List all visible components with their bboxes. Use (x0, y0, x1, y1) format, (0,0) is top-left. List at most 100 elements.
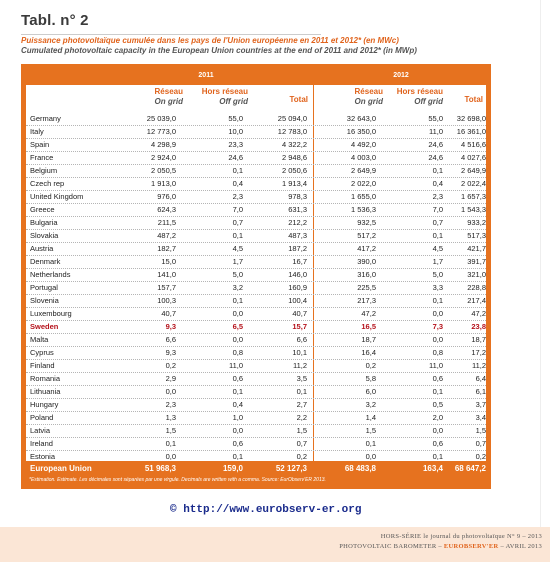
on-grid-2012-value: 517,2 (357, 231, 376, 240)
page-footer: HORS-SÉRIE le journal du photovoltaïque … (0, 527, 550, 562)
on-grid-2012-value: 225,5 (357, 283, 376, 292)
on-grid-2012-value: 316,0 (357, 270, 376, 279)
off-grid-2011-value: 0,7 (232, 218, 243, 227)
total-2012-value: 3,4 (475, 413, 486, 422)
on-grid-2012-value: 4 003,0 (350, 153, 376, 162)
on-grid-2011-value: 4 298,9 (150, 140, 176, 149)
on-grid-2012-value: 4 492,0 (350, 140, 376, 149)
on-grid-2011-value: 12 773,0 (146, 127, 176, 136)
country-name: Austria (30, 244, 54, 253)
total-2011-value: 1 913,4 (281, 179, 307, 188)
off-grid-2012-value: 0,6 (432, 439, 443, 448)
total-2012-value: 6,4 (475, 374, 486, 383)
off-grid-2012-value: 55,0 (428, 114, 443, 123)
copyright-link[interactable]: © http://www.eurobserv-er.org (170, 504, 362, 516)
off-grid-2011-value: 0,1 (232, 296, 243, 305)
table-row: United Kingdom 976,0 2,3 978,3 1 655,0 2,3 1 6… (26, 191, 486, 204)
on-grid-2011-value: 0,0 (165, 452, 176, 461)
table-row: Ireland 0,1 0,6 0,7 0,1 0,6 0,7 (26, 438, 486, 451)
off-grid-2012-value: 4,5 (432, 244, 443, 253)
page-title: Tabl. n° 2 (21, 12, 321, 35)
on-grid-2012-value: 32 643,0 (346, 114, 376, 123)
off-grid-2011-value: 10,0 (228, 127, 243, 136)
off-grid-2011-value: 24,6 (228, 153, 243, 162)
country-name: France (30, 153, 54, 162)
table-row: Bulgaria 211,5 0,7 212,2 932,5 0,7 933,2 (26, 217, 486, 230)
on-grid-2011-value: 141,0 (157, 270, 176, 279)
header-off-grid-2012: Hors réseau Off grid (396, 87, 443, 106)
country-name: Luxembourg (30, 309, 72, 318)
on-grid-2012-value: 0,1 (365, 439, 376, 448)
on-grid-2012-value: 0,0 (365, 452, 376, 461)
table-row: Czech rep 1 913,0 0,4 1 913,4 2 022,0 0,4 2 02… (26, 178, 486, 191)
country-name: Belgium (30, 166, 58, 175)
table-row: Denmark 15,0 1,7 16,7 390,0 1,7 391,7 (26, 256, 486, 269)
page-edge (540, 0, 550, 527)
total-2011-value: 40,7 (292, 309, 307, 318)
total-2011-value: 25 094,0 (277, 114, 307, 123)
table-row: Sweden 9,3 6,5 15,7 16,5 7,3 23,8 (26, 321, 486, 334)
on-grid-2012-value: 5,8 (365, 374, 376, 383)
off-grid-2011-value: 4,5 (232, 244, 243, 253)
eu-total-row: European Union 51 968,3 159,0 52 127,3 6… (26, 461, 486, 476)
header-total-2011: Total (289, 95, 308, 104)
on-grid-2012-value: 47,2 (361, 309, 376, 318)
table-row: Belgium 2 050,5 0,1 2 050,6 2 649,9 0,1 2 649,… (26, 165, 486, 178)
total-2012-value: 517,3 (467, 231, 486, 240)
off-grid-2011-value: 0,1 (232, 166, 243, 175)
data-table: 2011 2012 Réseau On grid Hors réseau Off… (21, 64, 491, 489)
off-grid-2012-value: 5,0 (432, 270, 443, 279)
country-name: Slovakia (30, 231, 59, 240)
total-2011-value: 2,7 (296, 400, 307, 409)
total-2011-value: 4 322,2 (281, 140, 307, 149)
eu-total-value: 159,0 (222, 464, 243, 473)
on-grid-2012-value: 390,0 (357, 257, 376, 266)
header-on-grid-2012: Réseau On grid (354, 87, 383, 106)
off-grid-2012-value: 11,0 (428, 361, 443, 370)
on-grid-2011-value: 9,3 (165, 322, 176, 331)
total-2012-value: 23,8 (471, 322, 486, 331)
table-row: Austria 182,7 4,5 187,2 417,2 4,5 421,7 (26, 243, 486, 256)
total-2011-value: 100,4 (288, 296, 307, 305)
country-name: Germany (30, 114, 61, 123)
off-grid-2012-value: 24,6 (428, 140, 443, 149)
off-grid-2012-value: 0,7 (432, 218, 443, 227)
country-name: Portugal (30, 283, 58, 292)
footer-line-2: PHOTOVOLTAIC BAROMETER – EUROBSERV'ER – … (339, 543, 542, 550)
total-2012-value: 1 543,3 (460, 205, 486, 214)
country-name: Finland (30, 361, 55, 370)
on-grid-2011-value: 15,0 (161, 257, 176, 266)
header-off-grid-2011: Hors réseau Off grid (201, 87, 248, 106)
total-2012-value: 4 516,6 (460, 140, 486, 149)
eu-total-value: 51 968,3 (144, 464, 176, 473)
year-2012-label: 2012 (393, 72, 409, 79)
off-grid-2012-value: 24,6 (428, 153, 443, 162)
country-name: Malta (30, 335, 49, 344)
table-row: Cyprus 9,3 0,8 10,1 16,4 0,8 17,2 (26, 347, 486, 360)
off-grid-2012-value: 0,4 (432, 179, 443, 188)
total-2012-value: 421,7 (467, 244, 486, 253)
table-row: Romania 2,9 0,6 3,5 5,8 0,6 6,4 (26, 373, 486, 386)
table-number: Tabl. n° 2 (21, 12, 89, 29)
on-grid-2012-value: 16,5 (361, 322, 376, 331)
off-grid-2011-value: 7,0 (232, 205, 243, 214)
total-2012-value: 2 649,9 (460, 166, 486, 175)
table-row: Latvia 1,5 0,0 1,5 1,5 0,0 1,5 (26, 425, 486, 438)
table-row: Malta 6,6 0,0 6,6 18,7 0,0 18,7 (26, 334, 486, 347)
off-grid-2011-value: 3,2 (232, 283, 243, 292)
off-grid-2011-value: 11,0 (228, 361, 243, 370)
total-2012-value: 4 027,6 (460, 153, 486, 162)
off-grid-2011-value: 0,0 (232, 309, 243, 318)
on-grid-2011-value: 624,3 (157, 205, 176, 214)
on-grid-2012-value: 18,7 (361, 335, 376, 344)
on-grid-2011-value: 0,0 (165, 387, 176, 396)
table-row: France 2 924,0 24,6 2 948,6 4 003,0 24,6 4 027… (26, 152, 486, 165)
total-2011-value: 631,3 (288, 205, 307, 214)
total-2011-value: 2 948,6 (281, 153, 307, 162)
off-grid-2012-value: 7,0 (432, 205, 443, 214)
on-grid-2012-value: 932,5 (357, 218, 376, 227)
on-grid-2012-value: 6,0 (365, 387, 376, 396)
total-2012-value: 18,7 (471, 335, 486, 344)
country-name: Hungary (30, 400, 59, 409)
off-grid-2012-value: 11,0 (428, 127, 443, 136)
